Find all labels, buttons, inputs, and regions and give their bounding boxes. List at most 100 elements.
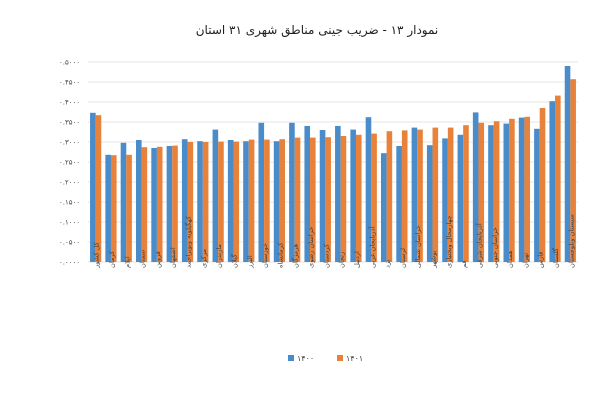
bar-۱۴۰۱ (294, 137, 301, 262)
bar-۱۴۰۱ (478, 122, 485, 262)
y-tick-label: ۰.۵۰۰۰ (59, 59, 80, 67)
bar-۱۴۰۰ (503, 123, 510, 262)
bar-۱۴۰۱ (248, 139, 255, 262)
bar-۱۴۰۰ (350, 129, 356, 262)
bar-۱۴۰۱ (509, 118, 515, 262)
bar-۱۴۰۰ (90, 112, 96, 262)
bar-۱۴۰۱ (172, 145, 178, 262)
x-tick-label: خراسان شمالی (414, 225, 422, 268)
legend-label: ۱۴۰۱ (346, 354, 363, 363)
x-tick-label: قزوین (154, 251, 162, 268)
x-tick-label: تهران (521, 253, 529, 268)
bar-۱۴۰۰ (227, 140, 234, 262)
bar-۱۴۰۰ (365, 117, 372, 262)
x-tick-label: فارس (537, 252, 545, 268)
bar-۱۴۰۱ (233, 141, 240, 262)
bar-۱۴۰۰ (120, 142, 127, 262)
y-tick-label: ۰.۴۵۰۰ (59, 79, 80, 87)
bar-۱۴۰۰ (457, 134, 464, 262)
bar-۱۴۰۰ (426, 145, 433, 262)
x-tick-label: خوزستان (261, 243, 269, 268)
x-tick-label: لرستان (399, 248, 407, 268)
bar-۱۴۰۰ (549, 101, 556, 262)
bar-۱۴۰۰ (151, 148, 157, 262)
bar-۱۴۰۱ (310, 137, 316, 262)
bar-۱۴۰۱ (218, 141, 224, 262)
bar-۱۴۰۱ (126, 154, 132, 262)
x-tick-label: یزد (384, 259, 392, 268)
legend-swatch (337, 355, 343, 361)
bar-۱۴۰۰ (258, 122, 265, 262)
x-tick-label: هرمزگان (292, 243, 300, 268)
bar-۱۴۰۱ (156, 146, 163, 262)
bar-۱۴۰۱ (371, 133, 377, 262)
x-tick-label: سمنان (139, 250, 147, 268)
y-tick-label: ۰.۲۰۰۰ (59, 179, 80, 187)
bar-۱۴۰۱ (570, 79, 576, 262)
y-tick-label: ۰.۱۵۰۰ (59, 199, 80, 207)
x-tick-label: اصفهان (169, 247, 177, 268)
bar-۱۴۰۱ (386, 131, 393, 262)
x-tick-label: کرمان (108, 250, 116, 268)
bar-۱۴۰۱ (355, 134, 362, 262)
x-tick-label: کرمانشاه (276, 242, 284, 268)
bars (90, 66, 576, 263)
bar-۱۴۰۱ (524, 116, 531, 262)
x-tick-label: چهارمحال وبختیاری (445, 215, 453, 268)
y-tick-label: ۰.۴۰۰۰ (59, 99, 80, 107)
bar-۱۴۰۰ (488, 125, 494, 262)
bar-۱۴۰۱ (555, 95, 561, 262)
x-tick-label: آذربایجان شرقی (474, 222, 483, 268)
bar-۱۴۰۱ (279, 139, 286, 262)
bar-۱۴۰۰ (564, 66, 571, 262)
bar-۱۴۰۱ (432, 127, 439, 262)
bar-۱۴۰۱ (493, 121, 500, 262)
bar-۱۴۰۱ (340, 136, 347, 262)
bar-۱۴۰۰ (411, 127, 418, 262)
x-tick-label: اردبیل (353, 251, 361, 268)
x-tick-label: مرکزی (200, 249, 208, 268)
bar-۱۴۰۱ (187, 142, 194, 262)
y-tick-label: ۰.۰۰۰۰ (59, 259, 80, 267)
bar-۱۴۰۱ (95, 115, 102, 262)
bar-۱۴۰۱ (141, 147, 148, 262)
x-tick-label: کردستان (322, 243, 330, 268)
bar-۱۴۰۱ (401, 130, 408, 262)
y-tick-label: ۰.۰۵۰۰ (59, 239, 80, 247)
bar-۱۴۰۰ (304, 126, 311, 262)
bar-۱۴۰۱ (110, 155, 117, 262)
bar-۱۴۰۰ (135, 140, 142, 262)
x-tick-label: همدان (506, 250, 514, 268)
x-tick-label: زنجان (338, 252, 346, 268)
bar-۱۴۰۰ (197, 141, 203, 262)
bar-۱۴۰۰ (105, 154, 111, 262)
bar-۱۴۰۰ (518, 117, 525, 262)
bar-۱۴۰۰ (212, 129, 219, 262)
bar-۱۴۰۱ (202, 142, 209, 262)
bar-۱۴۰۱ (264, 139, 270, 262)
x-tick-label: کهگیلویه وبویراحمد (185, 215, 193, 268)
x-tick-label: گیلان (230, 253, 238, 268)
bar-۱۴۰۰ (472, 112, 479, 263)
bar-۱۴۰۱ (325, 137, 331, 262)
bar-۱۴۰۰ (289, 122, 295, 262)
x-tick-label: مازندران (215, 244, 223, 268)
x-tick-label: البرز (246, 255, 254, 269)
legend-label: ۱۴۰۰ (297, 354, 314, 363)
legend: ۱۴۰۰ ۱۴۰۱ (288, 354, 363, 363)
x-tick-label: کل کشور (93, 241, 101, 269)
bar-۱۴۰۰ (181, 139, 188, 262)
bar-۱۴۰۰ (396, 146, 402, 262)
bar-۱۴۰۰ (319, 130, 326, 262)
y-tick-label: ۰.۳۰۰۰ (59, 139, 80, 147)
bar-۱۴۰۰ (335, 126, 341, 262)
y-tick-label: ۰.۳۵۰۰ (59, 119, 80, 127)
x-tick-label: سیستان وبلوچستان (567, 214, 575, 268)
bar-۱۴۰۰ (534, 128, 540, 262)
y-axis-ticks: ۰.۰۰۰۰ ۰.۰۵۰۰ ۰.۱۰۰۰ ۰.۱۵۰۰ ۰.۲۰۰۰ ۰.۲۵۰۰ ۰.۳۰… (59, 59, 80, 267)
x-tick-label: آذربایجان غربی (367, 226, 376, 268)
chart-title: نمودار ۱۳ - ضریب جینی مناطق شهری ۳۱ استا… (196, 23, 439, 38)
bar-۱۴۰۰ (380, 153, 387, 262)
bar-۱۴۰۰ (273, 141, 280, 262)
